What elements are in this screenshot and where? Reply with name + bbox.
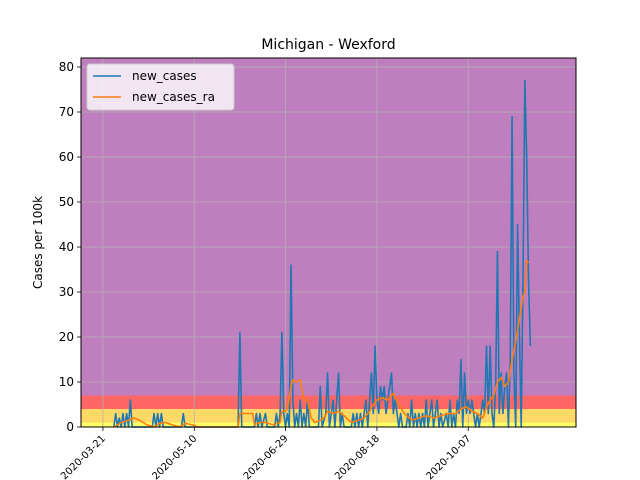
y-tick-label: 20 <box>59 330 74 344</box>
risk-band-3 <box>81 58 576 396</box>
x-axis: 2020-03-21 2020-05-10 2020-06-29 2020-08-18… <box>59 427 473 480</box>
chart-title: Michigan - Wexford <box>261 37 395 53</box>
y-tick-label: 10 <box>59 375 74 389</box>
y-tick-label: 70 <box>59 105 74 119</box>
legend-label-new_cases_ra: new_cases_ra <box>132 90 215 104</box>
x-tick-label: 2020-05-10 <box>150 433 199 480</box>
legend-box <box>86 63 235 111</box>
y-tick-label: 40 <box>59 240 74 254</box>
risk-band-0 <box>81 422 576 427</box>
x-tick-label: 2020-10-07 <box>424 433 473 480</box>
series-line-new_cases <box>113 79 532 428</box>
y-tick-label: 0 <box>66 420 74 434</box>
y-tick-label: 50 <box>59 195 74 209</box>
y-tick-label: 80 <box>59 60 74 74</box>
series-line-new_cases_ra <box>113 259 530 428</box>
legend: new_cases new_cases_ra <box>86 63 235 111</box>
x-tick-label: 2020-03-21 <box>59 433 108 480</box>
y-axis: 0 10 20 30 40 50 60 70 80 <box>59 60 81 434</box>
series-layer <box>113 79 532 428</box>
y-axis-label: Cases per 100k <box>31 196 45 289</box>
grid-lines <box>81 58 576 428</box>
plot-frame <box>80 57 577 428</box>
risk-bands <box>81 58 576 427</box>
y-tick-label: 60 <box>59 150 74 164</box>
y-tick-label: 30 <box>59 285 74 299</box>
legend-label-new_cases: new_cases <box>132 69 197 83</box>
x-tick-label: 2020-08-18 <box>333 433 382 480</box>
x-tick-label: 2020-06-29 <box>242 433 291 480</box>
